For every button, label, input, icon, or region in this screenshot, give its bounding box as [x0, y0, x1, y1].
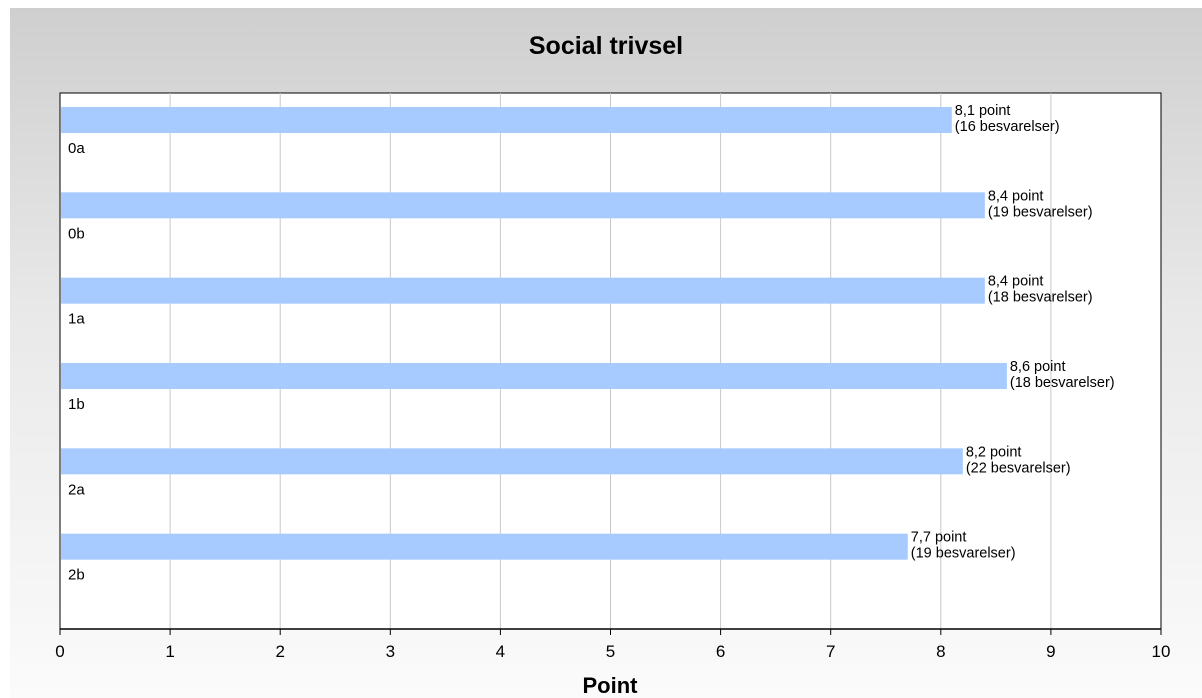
value-label: 8,6 point: [1010, 359, 1066, 375]
category-label: 0a: [68, 140, 85, 157]
x-tick-label: 3: [386, 642, 395, 661]
bar: [61, 277, 985, 304]
count-label: (16 besvarelser): [955, 119, 1060, 135]
x-tick-label: 1: [165, 642, 174, 661]
x-tick-label: 4: [496, 642, 505, 661]
count-label: (19 besvarelser): [988, 204, 1093, 220]
bar: [61, 107, 952, 133]
bar: [61, 363, 1007, 389]
x-tick-label: 0: [55, 642, 64, 661]
x-axis-ticks: 0 1 2 3 4 5 6 7 8 9 10: [55, 629, 1170, 661]
count-label: (22 besvarelser): [966, 460, 1071, 476]
x-tick-label: 7: [826, 642, 835, 661]
x-tick-label: 9: [1046, 642, 1055, 661]
bar: [61, 192, 985, 219]
data-labels: 0a8,1 point(16 besvarelser)0b8,4 point(1…: [68, 103, 1115, 584]
value-label: 8,4 point: [988, 274, 1044, 290]
count-label: (18 besvarelser): [988, 290, 1093, 306]
bar: [61, 533, 908, 560]
value-label: 7,7 point: [911, 530, 967, 546]
category-label: 0b: [68, 225, 85, 242]
value-label: 8,1 point: [955, 103, 1011, 119]
count-label: (18 besvarelser): [1010, 375, 1115, 391]
category-label: 2a: [68, 481, 85, 498]
x-tick-label: 5: [606, 642, 615, 661]
category-label: 1b: [68, 396, 85, 413]
x-tick-label: 6: [716, 642, 725, 661]
bar: [61, 448, 963, 475]
x-axis-title: Point: [583, 673, 639, 698]
value-label: 8,2 point: [966, 444, 1022, 460]
category-label: 1a: [68, 311, 85, 328]
count-label: (19 besvarelser): [911, 546, 1016, 562]
bars: [61, 107, 1007, 560]
x-tick-label: 10: [1152, 642, 1171, 661]
category-label: 2b: [68, 567, 85, 584]
x-tick-label: 2: [275, 642, 284, 661]
chart-title: Social trivsel: [528, 32, 684, 60]
value-label: 8,4 point: [988, 188, 1044, 204]
x-tick-label: 8: [936, 642, 945, 661]
